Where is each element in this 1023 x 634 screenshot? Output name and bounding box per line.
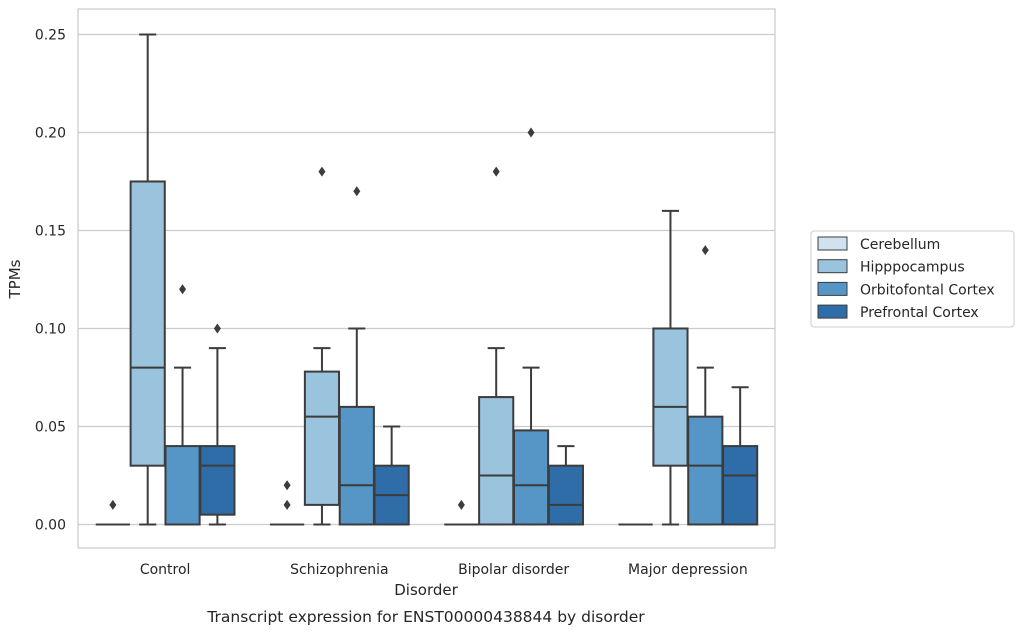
- outlier-point: [318, 166, 326, 177]
- box-group: [338, 186, 375, 526]
- outlier-point: [179, 284, 187, 295]
- box: [164, 445, 201, 526]
- box: [512, 429, 550, 526]
- legend-swatch: [817, 236, 848, 251]
- box: [722, 445, 759, 526]
- x-tick-label: Major depression: [628, 562, 748, 578]
- box-group: [95, 499, 130, 526]
- legend-label: Cerebellum: [860, 237, 940, 253]
- outlier-point: [457, 499, 465, 510]
- outlier-point: [492, 166, 500, 177]
- y-tick-label: 0.15: [35, 223, 66, 239]
- box-group: [512, 127, 550, 526]
- legend-swatch: [817, 259, 848, 274]
- box-group: [722, 386, 759, 526]
- x-tick-label: Bipolar disorder: [458, 562, 569, 578]
- chart-caption: Transcript expression for ENST0000043884…: [206, 608, 645, 626]
- y-tick-label: 0.00: [35, 517, 66, 533]
- box: [129, 180, 166, 467]
- outlier-point: [283, 499, 291, 510]
- series-cerebellum: [95, 480, 653, 526]
- outlier-point: [109, 499, 117, 510]
- box-group: [164, 284, 201, 526]
- legend-swatch: [817, 304, 848, 319]
- box-group: [444, 499, 479, 526]
- box-group: [478, 166, 515, 526]
- y-tick-label: 0.25: [35, 27, 66, 43]
- outlier-point: [527, 127, 535, 138]
- plot-area-frame: [77, 8, 776, 549]
- y-tick-label: 0.10: [35, 321, 66, 337]
- box-group: [652, 209, 689, 526]
- series-orbitofontal-cortex: [164, 127, 724, 526]
- box: [199, 445, 236, 516]
- box-group: [129, 33, 166, 526]
- outlier-point: [283, 480, 291, 491]
- y-tick-labels: 0.00 0.05 0.10 0.15 0.20 0.25: [35, 27, 66, 533]
- outlier-point: [701, 245, 709, 256]
- box: [338, 405, 375, 526]
- box-group: [270, 480, 305, 526]
- outlier-point: [353, 186, 361, 197]
- box-group: [373, 425, 410, 526]
- series-prefrontal-cortex: [199, 323, 759, 526]
- series-hipppocampus: [129, 33, 689, 526]
- x-tick-labels: Control Schizophrenia Bipolar disorder Majo…: [140, 562, 748, 578]
- y-tick-label: 0.05: [35, 419, 66, 435]
- legend-swatch: [817, 281, 848, 296]
- box: [478, 396, 515, 526]
- x-tick-label: Schizophrenia: [290, 562, 388, 578]
- box: [687, 415, 724, 526]
- box-group: [547, 445, 584, 526]
- legend-label: Prefrontal Cortex: [860, 305, 979, 321]
- x-tick-label: Control: [140, 562, 191, 578]
- outlier-point: [213, 323, 221, 334]
- box-group: [303, 166, 341, 526]
- legend-frame: [810, 230, 1015, 328]
- legend: Cerebellum Hipppocampus Orbitofontal Corte…: [810, 230, 1015, 328]
- box: [547, 464, 584, 526]
- x-axis-title: Disorder: [394, 581, 458, 599]
- box-series: [95, 33, 759, 526]
- box: [303, 370, 341, 506]
- box-group: [199, 323, 236, 526]
- legend-label: Hipppocampus: [860, 260, 965, 276]
- y-tick-label: 0.20: [35, 125, 66, 141]
- legend-label: Orbitofontal Cortex: [860, 282, 995, 298]
- y-axis-title: TPMs: [6, 259, 24, 299]
- box: [652, 327, 689, 467]
